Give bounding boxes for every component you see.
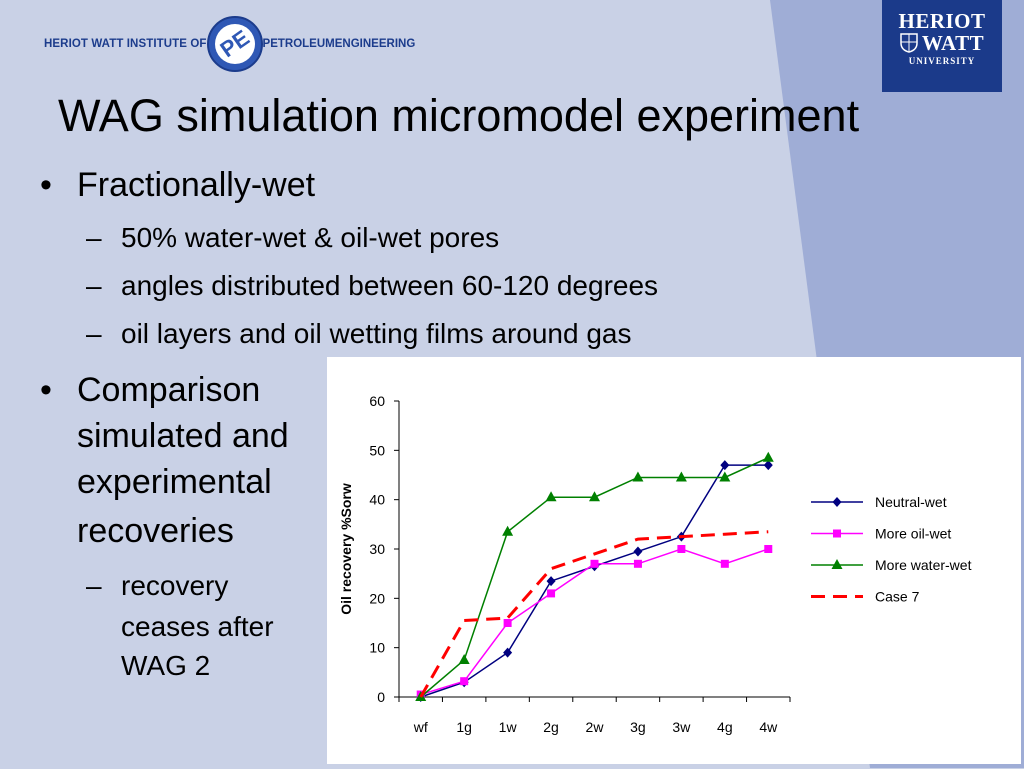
recovery-chart: 0 10 20 30 40 50 60 wf 1g 1w 2g 2w 3g 3w 4g 4w Oil recov… — [338, 393, 972, 735]
x-tick-label: 3g — [630, 719, 646, 735]
chart-panel: 0 10 20 30 40 50 60 wf 1g 1w 2g 2w 3g 3w 4g 4w Oil recov… — [327, 357, 1021, 764]
series-0-point — [633, 546, 643, 557]
series-1-point — [460, 677, 469, 686]
series-1-point — [677, 545, 686, 553]
series-0-point — [546, 576, 556, 587]
bullet-2-line-4: recoveries — [77, 512, 234, 550]
series-1-point — [547, 589, 556, 598]
university-line3: UNIVERSITY — [908, 56, 976, 66]
series-2-point — [719, 471, 731, 482]
series-2-point — [675, 471, 687, 482]
series-0-point — [503, 647, 513, 658]
crest-icon — [900, 33, 918, 53]
series-2-point — [762, 451, 774, 462]
bullet-symbol: • — [40, 166, 52, 204]
y-tick-label: 10 — [369, 640, 385, 656]
legend-label-2: More water-wet — [875, 557, 972, 573]
series-2-point — [545, 491, 557, 502]
sub-bullet-1-2-text: angles distributed between 60-120 degree… — [121, 270, 659, 301]
series-0-point — [763, 460, 773, 471]
series-1-point — [720, 559, 729, 568]
bullet-symbol: • — [40, 371, 52, 409]
bullet-2: • — [40, 371, 52, 410]
institute-header: HERIOT WATT INSTITUTE OF PE PETROLEUM ENG… — [44, 14, 415, 74]
x-tick-label: 1w — [499, 719, 518, 735]
series-1-point — [503, 619, 512, 627]
legend-marker-0 — [832, 497, 842, 507]
series-2-point — [589, 491, 600, 502]
institute-name: HERIOT WATT INSTITUTE OF — [44, 38, 207, 50]
sub-bullet-1-3-text: oil layers and oil wetting films around … — [121, 318, 632, 349]
bullet-2-line-1: Comparison — [77, 371, 261, 409]
legend-label-0: Neutral-wet — [875, 494, 947, 510]
y-tick-label: 0 — [377, 689, 385, 705]
x-tick-label: 2w — [586, 719, 605, 735]
series-1-point — [590, 559, 599, 568]
y-tick-label: 60 — [369, 393, 385, 409]
institute-petroleum: PETROLEUM — [262, 38, 335, 50]
sub-bullet-2-1: – — [86, 570, 102, 602]
series-line-3 — [419, 530, 769, 698]
y-tick-label: 20 — [369, 590, 385, 606]
x-tick-label: 2g — [543, 719, 559, 735]
series-0-point — [720, 460, 730, 471]
y-tick-label: 50 — [369, 442, 385, 458]
legend-label-1: More oil-wet — [875, 526, 951, 542]
sub-bullet-2-line-1: recovery — [121, 570, 229, 601]
university-logo: HERIOT WATT UNIVERSITY — [882, 0, 1002, 92]
sub-bullet-1-1: – 50% water-wet & oil-wet pores — [86, 222, 499, 254]
series-2-point — [458, 654, 470, 664]
x-tick-label: 4g — [717, 719, 733, 735]
series-1-point — [633, 559, 642, 568]
institute-engineering: ENGINEERING — [334, 38, 416, 50]
y-axis-label: Oil recovery %Sorw — [338, 483, 354, 615]
sub-bullet-1-1-text: 50% water-wet & oil-wet pores — [121, 222, 500, 253]
series-1-point — [764, 545, 773, 553]
dash-symbol: – — [86, 222, 102, 253]
dash-symbol: – — [86, 270, 102, 301]
bullet-2-line-3: experimental — [77, 463, 272, 501]
y-tick-label: 30 — [369, 541, 385, 557]
legend-marker-2 — [831, 559, 843, 569]
university-line2: WATT — [921, 31, 985, 55]
x-tick-label: wf — [413, 719, 428, 735]
sub-bullet-1-2: – angles distributed between 60-120 degr… — [86, 270, 658, 302]
dash-symbol: – — [86, 570, 102, 601]
series-2-point — [632, 471, 644, 482]
y-tick-label: 40 — [369, 492, 385, 508]
x-tick-label: 3w — [672, 719, 691, 735]
x-tick-label: 1g — [456, 719, 472, 735]
bullet-1-text: Fractionally-wet — [77, 166, 316, 204]
slide-title: WAG simulation micromodel experiment — [58, 90, 860, 141]
legend-label-3: Case 7 — [875, 589, 920, 605]
bullet-2-line-2: simulated and — [77, 417, 289, 455]
sub-bullet-2-line-2: ceases after — [121, 611, 274, 642]
dash-symbol: – — [86, 318, 102, 349]
sub-bullet-2-line-3: WAG 2 — [121, 650, 211, 681]
sub-bullet-1-3: – oil layers and oil wetting films aroun… — [86, 318, 631, 350]
university-line1: HERIOT — [898, 9, 986, 33]
series-2-point — [502, 525, 514, 536]
legend-marker-1 — [833, 529, 841, 538]
x-tick-label: 4w — [759, 719, 778, 735]
pe-logo-icon: PE — [206, 16, 263, 72]
bullet-1: • Fractionally-wet — [40, 166, 315, 205]
